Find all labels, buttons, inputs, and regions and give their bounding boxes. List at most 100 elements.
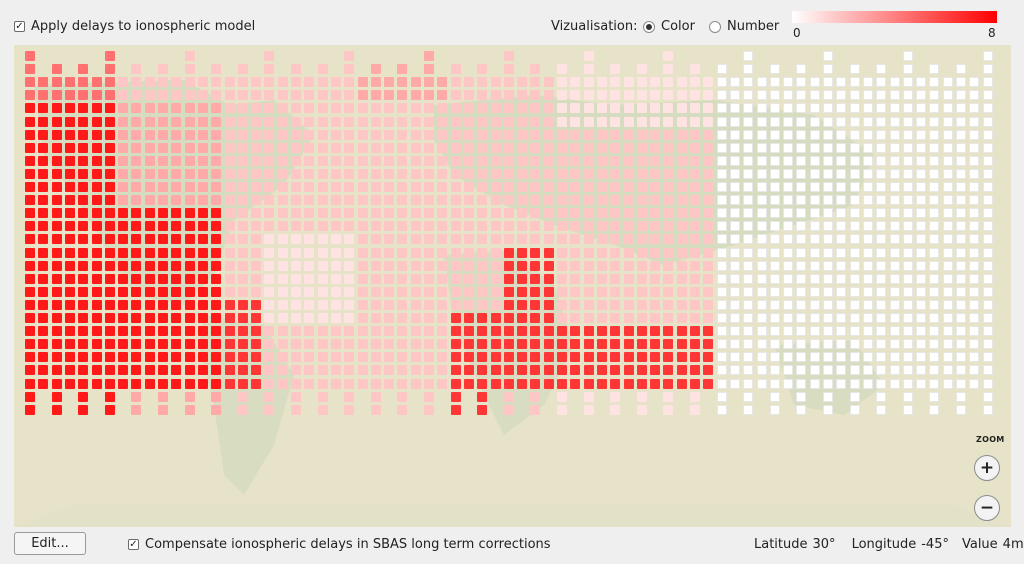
grid-cell[interactable]: [51, 155, 62, 166]
grid-cell[interactable]: [237, 260, 248, 271]
grid-cell[interactable]: [836, 129, 847, 140]
grid-cell[interactable]: [104, 168, 115, 179]
grid-cell[interactable]: [623, 326, 634, 337]
grid-cell[interactable]: [503, 51, 514, 61]
grid-cell[interactable]: [623, 378, 634, 389]
grid-cell[interactable]: [131, 286, 142, 297]
grid-cell[interactable]: [756, 365, 767, 376]
grid-cell[interactable]: [809, 129, 820, 140]
grid-cell[interactable]: [942, 326, 953, 337]
grid-cell[interactable]: [729, 326, 740, 337]
grid-cell[interactable]: [184, 142, 195, 153]
grid-cell[interactable]: [264, 221, 275, 232]
grid-cell[interactable]: [823, 234, 833, 245]
grid-cell[interactable]: [583, 129, 594, 140]
grid-cell[interactable]: [650, 313, 661, 323]
grid-cell[interactable]: [636, 378, 647, 389]
grid-cell[interactable]: [237, 378, 248, 389]
grid-cell[interactable]: [530, 260, 541, 271]
grid-cell[interactable]: [543, 155, 554, 166]
grid-cell[interactable]: [131, 116, 142, 127]
grid-cell[interactable]: [197, 247, 208, 258]
grid-cell[interactable]: [450, 195, 461, 206]
grid-cell[interactable]: [410, 208, 421, 219]
grid-cell[interactable]: [729, 378, 740, 389]
grid-cell[interactable]: [397, 234, 408, 245]
grid-cell[interactable]: [237, 142, 248, 153]
grid-cell[interactable]: [969, 168, 980, 179]
grid-cell[interactable]: [330, 286, 341, 297]
grid-cell[interactable]: [636, 234, 647, 245]
grid-cell[interactable]: [224, 221, 235, 232]
grid-cell[interactable]: [330, 326, 341, 337]
grid-cell[interactable]: [317, 221, 328, 232]
grid-cell[interactable]: [570, 339, 581, 350]
grid-cell[interactable]: [197, 182, 208, 192]
grid-cell[interactable]: [503, 404, 514, 415]
grid-cell[interactable]: [982, 142, 993, 153]
grid-cell[interactable]: [596, 352, 607, 363]
grid-cell[interactable]: [809, 103, 820, 114]
grid-cell[interactable]: [636, 391, 647, 402]
grid-cell[interactable]: [450, 234, 461, 245]
grid-cell[interactable]: [463, 155, 474, 166]
grid-cell[interactable]: [78, 365, 89, 376]
grid-cell[interactable]: [862, 326, 873, 337]
grid-cell[interactable]: [104, 155, 115, 166]
grid-cell[interactable]: [118, 339, 129, 350]
grid-cell[interactable]: [131, 168, 142, 179]
grid-cell[interactable]: [849, 378, 860, 389]
grid-cell[interactable]: [197, 208, 208, 219]
grid-cell[interactable]: [690, 90, 700, 101]
grid-cell[interactable]: [676, 273, 687, 284]
grid-cell[interactable]: [490, 77, 501, 88]
grid-cell[interactable]: [876, 142, 887, 153]
grid-cell[interactable]: [344, 168, 355, 179]
grid-cell[interactable]: [344, 286, 355, 297]
grid-cell[interactable]: [237, 103, 248, 114]
grid-cell[interactable]: [729, 195, 740, 206]
grid-cell[interactable]: [171, 208, 182, 219]
grid-cell[interactable]: [703, 260, 714, 271]
grid-cell[interactable]: [650, 103, 661, 114]
grid-cell[interactable]: [477, 221, 488, 232]
grid-cell[interactable]: [78, 168, 89, 179]
grid-cell[interactable]: [623, 234, 634, 245]
grid-cell[interactable]: [969, 77, 980, 88]
grid-cell[interactable]: [517, 116, 528, 127]
grid-cell[interactable]: [969, 378, 980, 389]
grid-cell[interactable]: [224, 142, 235, 153]
grid-cell[interactable]: [118, 365, 129, 376]
grid-cell[interactable]: [64, 129, 75, 140]
grid-cell[interactable]: [490, 90, 501, 101]
grid-cell[interactable]: [370, 365, 381, 376]
grid-cell[interactable]: [583, 90, 594, 101]
grid-cell[interactable]: [370, 221, 381, 232]
grid-cell[interactable]: [78, 378, 89, 389]
grid-cell[interactable]: [477, 64, 488, 75]
grid-cell[interactable]: [317, 90, 328, 101]
grid-cell[interactable]: [25, 116, 35, 127]
grid-cell[interactable]: [78, 299, 89, 310]
grid-cell[interactable]: [463, 234, 474, 245]
grid-cell[interactable]: [929, 273, 940, 284]
grid-cell[interactable]: [823, 155, 833, 166]
grid-cell[interactable]: [823, 260, 833, 271]
grid-cell[interactable]: [503, 352, 514, 363]
grid-cell[interactable]: [862, 168, 873, 179]
grid-cell[interactable]: [570, 155, 581, 166]
grid-cell[interactable]: [783, 352, 794, 363]
grid-cell[interactable]: [51, 129, 62, 140]
grid-cell[interactable]: [211, 208, 222, 219]
grid-cell[interactable]: [729, 116, 740, 127]
grid-cell[interactable]: [956, 260, 966, 271]
grid-cell[interactable]: [849, 404, 860, 415]
grid-cell[interactable]: [104, 247, 115, 258]
grid-cell[interactable]: [929, 90, 940, 101]
grid-cell[interactable]: [384, 195, 395, 206]
grid-cell[interactable]: [942, 208, 953, 219]
grid-cell[interactable]: [796, 103, 807, 114]
grid-cell[interactable]: [729, 286, 740, 297]
grid-cell[interactable]: [197, 90, 208, 101]
grid-cell[interactable]: [703, 103, 714, 114]
